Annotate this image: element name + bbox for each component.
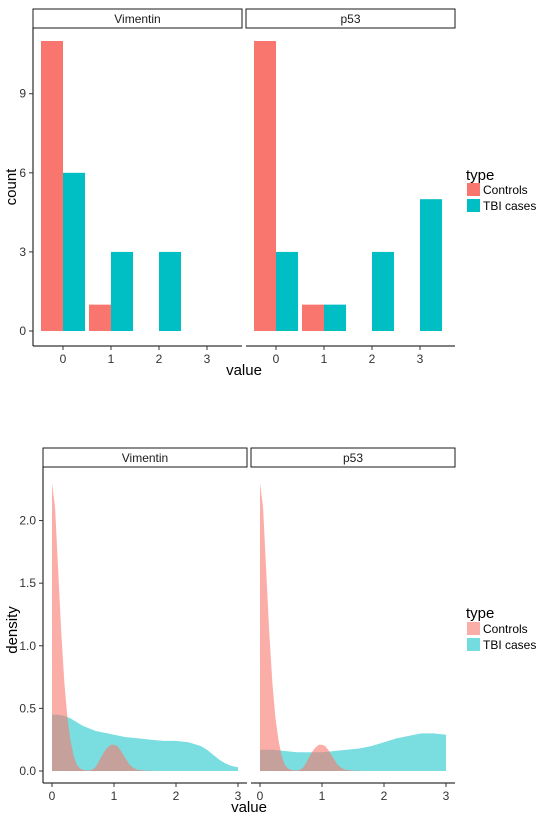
density-area-controls [260, 483, 372, 771]
legend-label-tbi: TBI cases [483, 638, 536, 652]
bar-tbi-cases-1 [324, 304, 346, 331]
y-axis-title: density [4, 606, 21, 654]
x-tick-label: 0 [273, 352, 280, 366]
legend-swatch-controls [467, 183, 480, 196]
bar-tbi-cases-0 [276, 251, 298, 331]
y-tick-label: 0.5 [19, 701, 36, 715]
legend-label-controls: Controls [483, 622, 528, 636]
strip-label: p53 [343, 451, 363, 465]
bar-tbi-cases-1 [111, 251, 133, 331]
bar-controls-0 [254, 41, 276, 331]
x-axis-title: value [226, 362, 262, 379]
y-tick-label: 2.0 [19, 514, 36, 528]
x-tick-label: 0 [49, 789, 56, 803]
density-chart: Vimentin p53 0.0 0.5 1.0 1.5 2.0 0 1 2 3 0 1 2 3 de… [4, 447, 536, 816]
y-tick-label: 3 [19, 245, 26, 259]
bar-controls-0 [41, 41, 63, 331]
strip-label: Vimentin [122, 451, 168, 465]
y-tick-label: 9 [19, 87, 26, 101]
x-tick-label: 1 [111, 789, 118, 803]
legend-swatch-tbi [467, 638, 480, 651]
x-tick-label: 0 [60, 352, 67, 366]
y-tick-label: 1.0 [19, 639, 36, 653]
legend-title: type [466, 167, 494, 184]
bar-tbi-cases-0 [63, 172, 85, 331]
bar-controls-1 [89, 304, 111, 331]
x-tick-label: 1 [319, 789, 326, 803]
y-tick-label: 1.5 [19, 576, 36, 590]
legend-label-controls: Controls [483, 183, 528, 197]
strip-label: p53 [340, 12, 360, 26]
legend-label-tbi: TBI cases [483, 199, 536, 213]
bar-tbi-cases-2 [159, 251, 181, 331]
y-tick-label: 0.0 [19, 764, 36, 778]
legend-top: type Controls TBI cases [466, 167, 536, 213]
x-axis-title: value [231, 799, 267, 816]
legend-title: type [466, 605, 494, 622]
bars-panel-p53 [254, 41, 442, 331]
y-ticks: 0 3 6 9 [19, 87, 33, 338]
strip-vimentin-bottom: Vimentin [42, 447, 248, 468]
y-tick-label: 6 [19, 166, 26, 180]
density-area-tbi-cases [260, 733, 446, 771]
strip-p53-bottom: p53 [250, 447, 456, 468]
bars-panel-vimentin [41, 41, 181, 331]
x-ticks: 0 1 2 3 0 1 2 3 [60, 346, 424, 366]
y-ticks: 0.0 0.5 1.0 1.5 2.0 [19, 514, 43, 778]
x-tick-label: 2 [156, 352, 163, 366]
x-tick-label: 0 [257, 789, 264, 803]
strip-p53-top: p53 [245, 8, 456, 29]
density-area-controls [52, 483, 164, 771]
x-tick-label: 3 [204, 352, 211, 366]
x-tick-label: 3 [235, 789, 242, 803]
x-tick-label: 3 [443, 789, 450, 803]
x-tick-label: 2 [369, 352, 376, 366]
density-area-tbi-cases [52, 714, 238, 771]
density-panel-vimentin [52, 483, 238, 771]
x-tick-label: 1 [321, 352, 328, 366]
strip-label: Vimentin [114, 12, 160, 26]
x-tick-label: 2 [173, 789, 180, 803]
density-panel-p53 [260, 483, 446, 771]
x-tick-label: 2 [381, 789, 388, 803]
y-tick-label: 0 [19, 324, 26, 338]
x-ticks: 0 1 2 3 0 1 2 3 [49, 783, 450, 803]
histogram-chart: Vimentin p53 0 3 6 9 0 1 2 3 0 1 2 3 count value t… [3, 8, 536, 379]
strip-vimentin-top: Vimentin [32, 8, 243, 29]
bar-tbi-cases-3 [420, 199, 442, 331]
bar-tbi-cases-2 [372, 251, 394, 331]
legend-swatch-tbi [467, 199, 480, 212]
x-tick-label: 3 [417, 352, 424, 366]
y-axis-title: count [3, 168, 20, 206]
x-tick-label: 1 [108, 352, 115, 366]
bar-controls-1 [302, 304, 324, 331]
legend-swatch-controls [467, 622, 480, 635]
legend-bottom: type Controls TBI cases [466, 605, 536, 652]
